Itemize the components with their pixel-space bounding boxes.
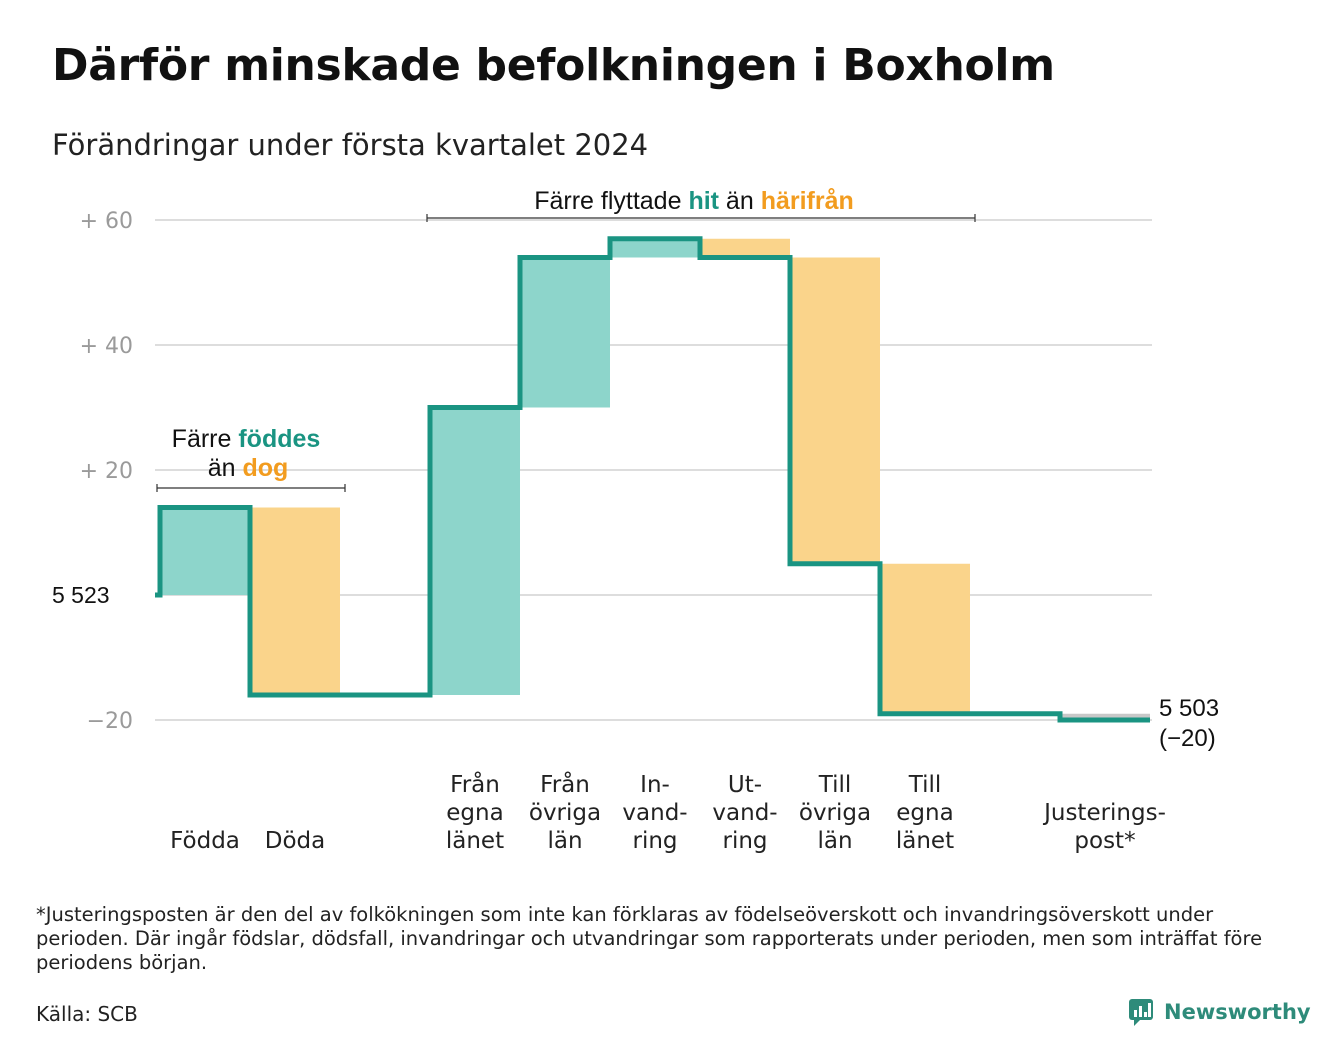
bar (610, 238, 700, 258)
birth-annotation-line1: Färre föddes (172, 425, 321, 453)
bar (880, 563, 970, 714)
category-label: Döda (265, 828, 325, 854)
brand-logo: Newsworthy (1128, 998, 1311, 1026)
category-label: Från (540, 770, 590, 798)
bar (250, 507, 340, 695)
newsworthy-icon (1129, 999, 1153, 1026)
cumulative-step-line (155, 236, 1150, 723)
category-label: Justerings- (1042, 800, 1166, 826)
category-label: Ut- (728, 772, 762, 798)
category-label: Födda (170, 828, 240, 854)
end-value-label: 5 503 (1159, 695, 1219, 722)
category-label: ring (632, 828, 677, 854)
bar (1060, 713, 1150, 720)
bar (790, 257, 880, 564)
y-tick-label: −20 (87, 709, 133, 734)
bar (160, 507, 250, 595)
category-label: egna (896, 800, 953, 826)
category-label: In- (640, 772, 670, 798)
footnote: *Justeringsposten är den del av folkökni… (36, 903, 1263, 974)
category-label: Till (908, 772, 942, 798)
y-tick-label: + 60 (80, 209, 133, 234)
source-note: Källa: SCB (36, 1002, 138, 1026)
chart-title: Därför minskade befolkningen i Boxholm (52, 40, 1055, 91)
category-label: vand- (622, 800, 687, 826)
end-change-label: (−20) (1159, 725, 1216, 752)
y-tick-label: + 20 (80, 459, 133, 484)
category-label: länet (896, 828, 954, 854)
category-label: ring (722, 828, 767, 854)
category-label: övriga (529, 800, 601, 826)
bar (430, 407, 520, 695)
category-label: post* (1074, 828, 1135, 854)
category-label: vand- (712, 800, 777, 826)
bar (520, 257, 610, 408)
bar (700, 238, 790, 258)
category-label: län (817, 828, 852, 854)
y-tick-label: + 40 (80, 334, 133, 359)
category-label: övriga (799, 800, 871, 826)
category-label: länet (446, 828, 504, 854)
category-label: län (547, 828, 582, 854)
move-annotation: Färre flyttade hit än härifrån (534, 187, 854, 215)
chart-subtitle: Förändringar under första kvartalet 2024 (52, 128, 649, 162)
category-label: Från (450, 770, 500, 798)
birth-annotation-line2: än dog (208, 454, 289, 482)
brand-name: Newsworthy (1164, 1000, 1311, 1024)
category-label: egna (446, 800, 503, 826)
category-label: Till (818, 772, 852, 798)
start-value-label: 5 523 (52, 582, 110, 608)
